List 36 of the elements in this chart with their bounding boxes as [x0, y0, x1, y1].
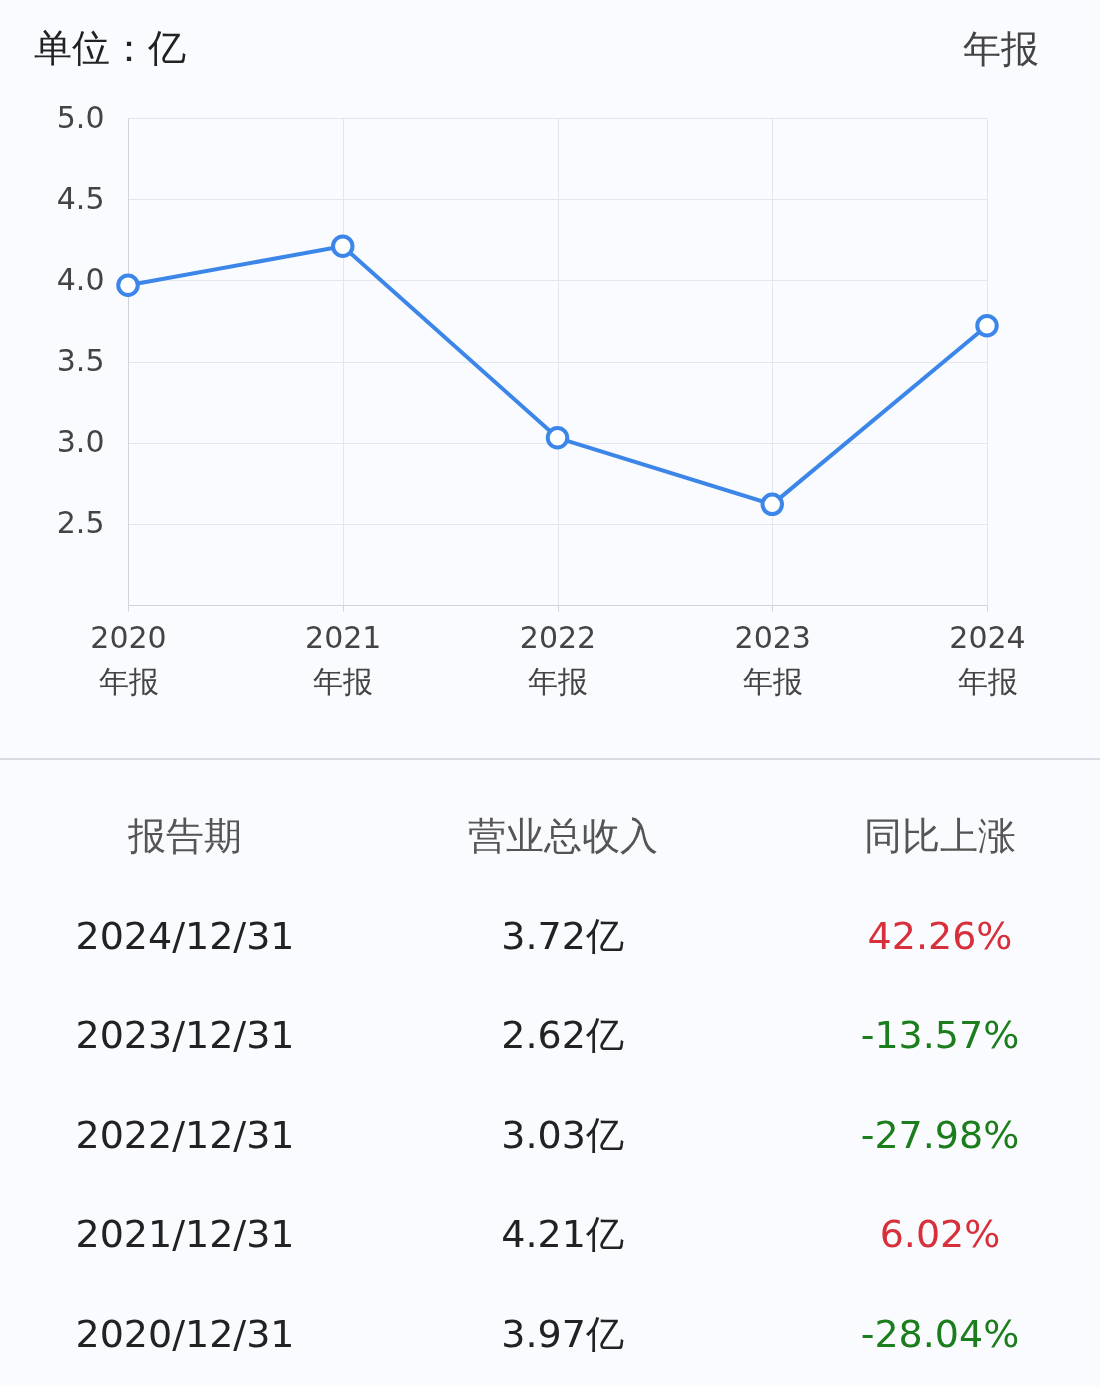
text: 报告期: [127, 814, 242, 858]
y-tick-label: 3.5: [56, 343, 105, 378]
point: [545, 426, 570, 450]
category-label: 2020/12/31: [75, 1311, 295, 1356]
text: 年报: [963, 27, 1039, 71]
y-tick-label: 4.5: [56, 180, 105, 216]
x-tick-label: 2022 年报: [519, 619, 597, 699]
data-label: 2.62亿: [501, 1013, 624, 1057]
point: [975, 314, 999, 338]
text: 营业总收入: [467, 814, 658, 858]
data-label: 3.72亿: [501, 913, 624, 958]
data-label: -13.57%: [860, 1013, 1020, 1057]
data-label: 3.03亿: [501, 1112, 624, 1157]
data-label: -27.98%: [860, 1112, 1020, 1157]
data-label: 3.97亿: [501, 1311, 624, 1356]
category-label: 2022/12/31: [75, 1112, 295, 1157]
x-tick-label: 2024 年报: [949, 619, 1026, 699]
y-axis-title: 单位：亿: [33, 25, 186, 70]
y-tick-label: 2.5: [56, 505, 105, 541]
y-tick-label: 5.0: [56, 99, 105, 135]
data-label: 4.21亿: [501, 1212, 624, 1256]
point: [331, 234, 355, 258]
y-tick-label: 3.0: [56, 424, 105, 460]
x-tick-label: 2023 年报: [734, 619, 811, 699]
y-tick-label: 4.0: [56, 261, 105, 297]
text: 同比上涨: [864, 814, 1016, 858]
data-label: -28.04%: [860, 1311, 1020, 1356]
category-label: 2023/12/31: [75, 1013, 295, 1057]
x-tick-label: 2020 年报: [90, 619, 167, 699]
x-tick-label: 2021 年报: [305, 619, 382, 699]
data-label: 42.26%: [867, 913, 1013, 958]
data-label: 6.02%: [879, 1212, 1001, 1256]
category-label: 2024/12/31: [75, 913, 295, 958]
point: [760, 492, 784, 517]
category-label: 2021/12/31: [75, 1212, 295, 1256]
point: [116, 273, 140, 297]
